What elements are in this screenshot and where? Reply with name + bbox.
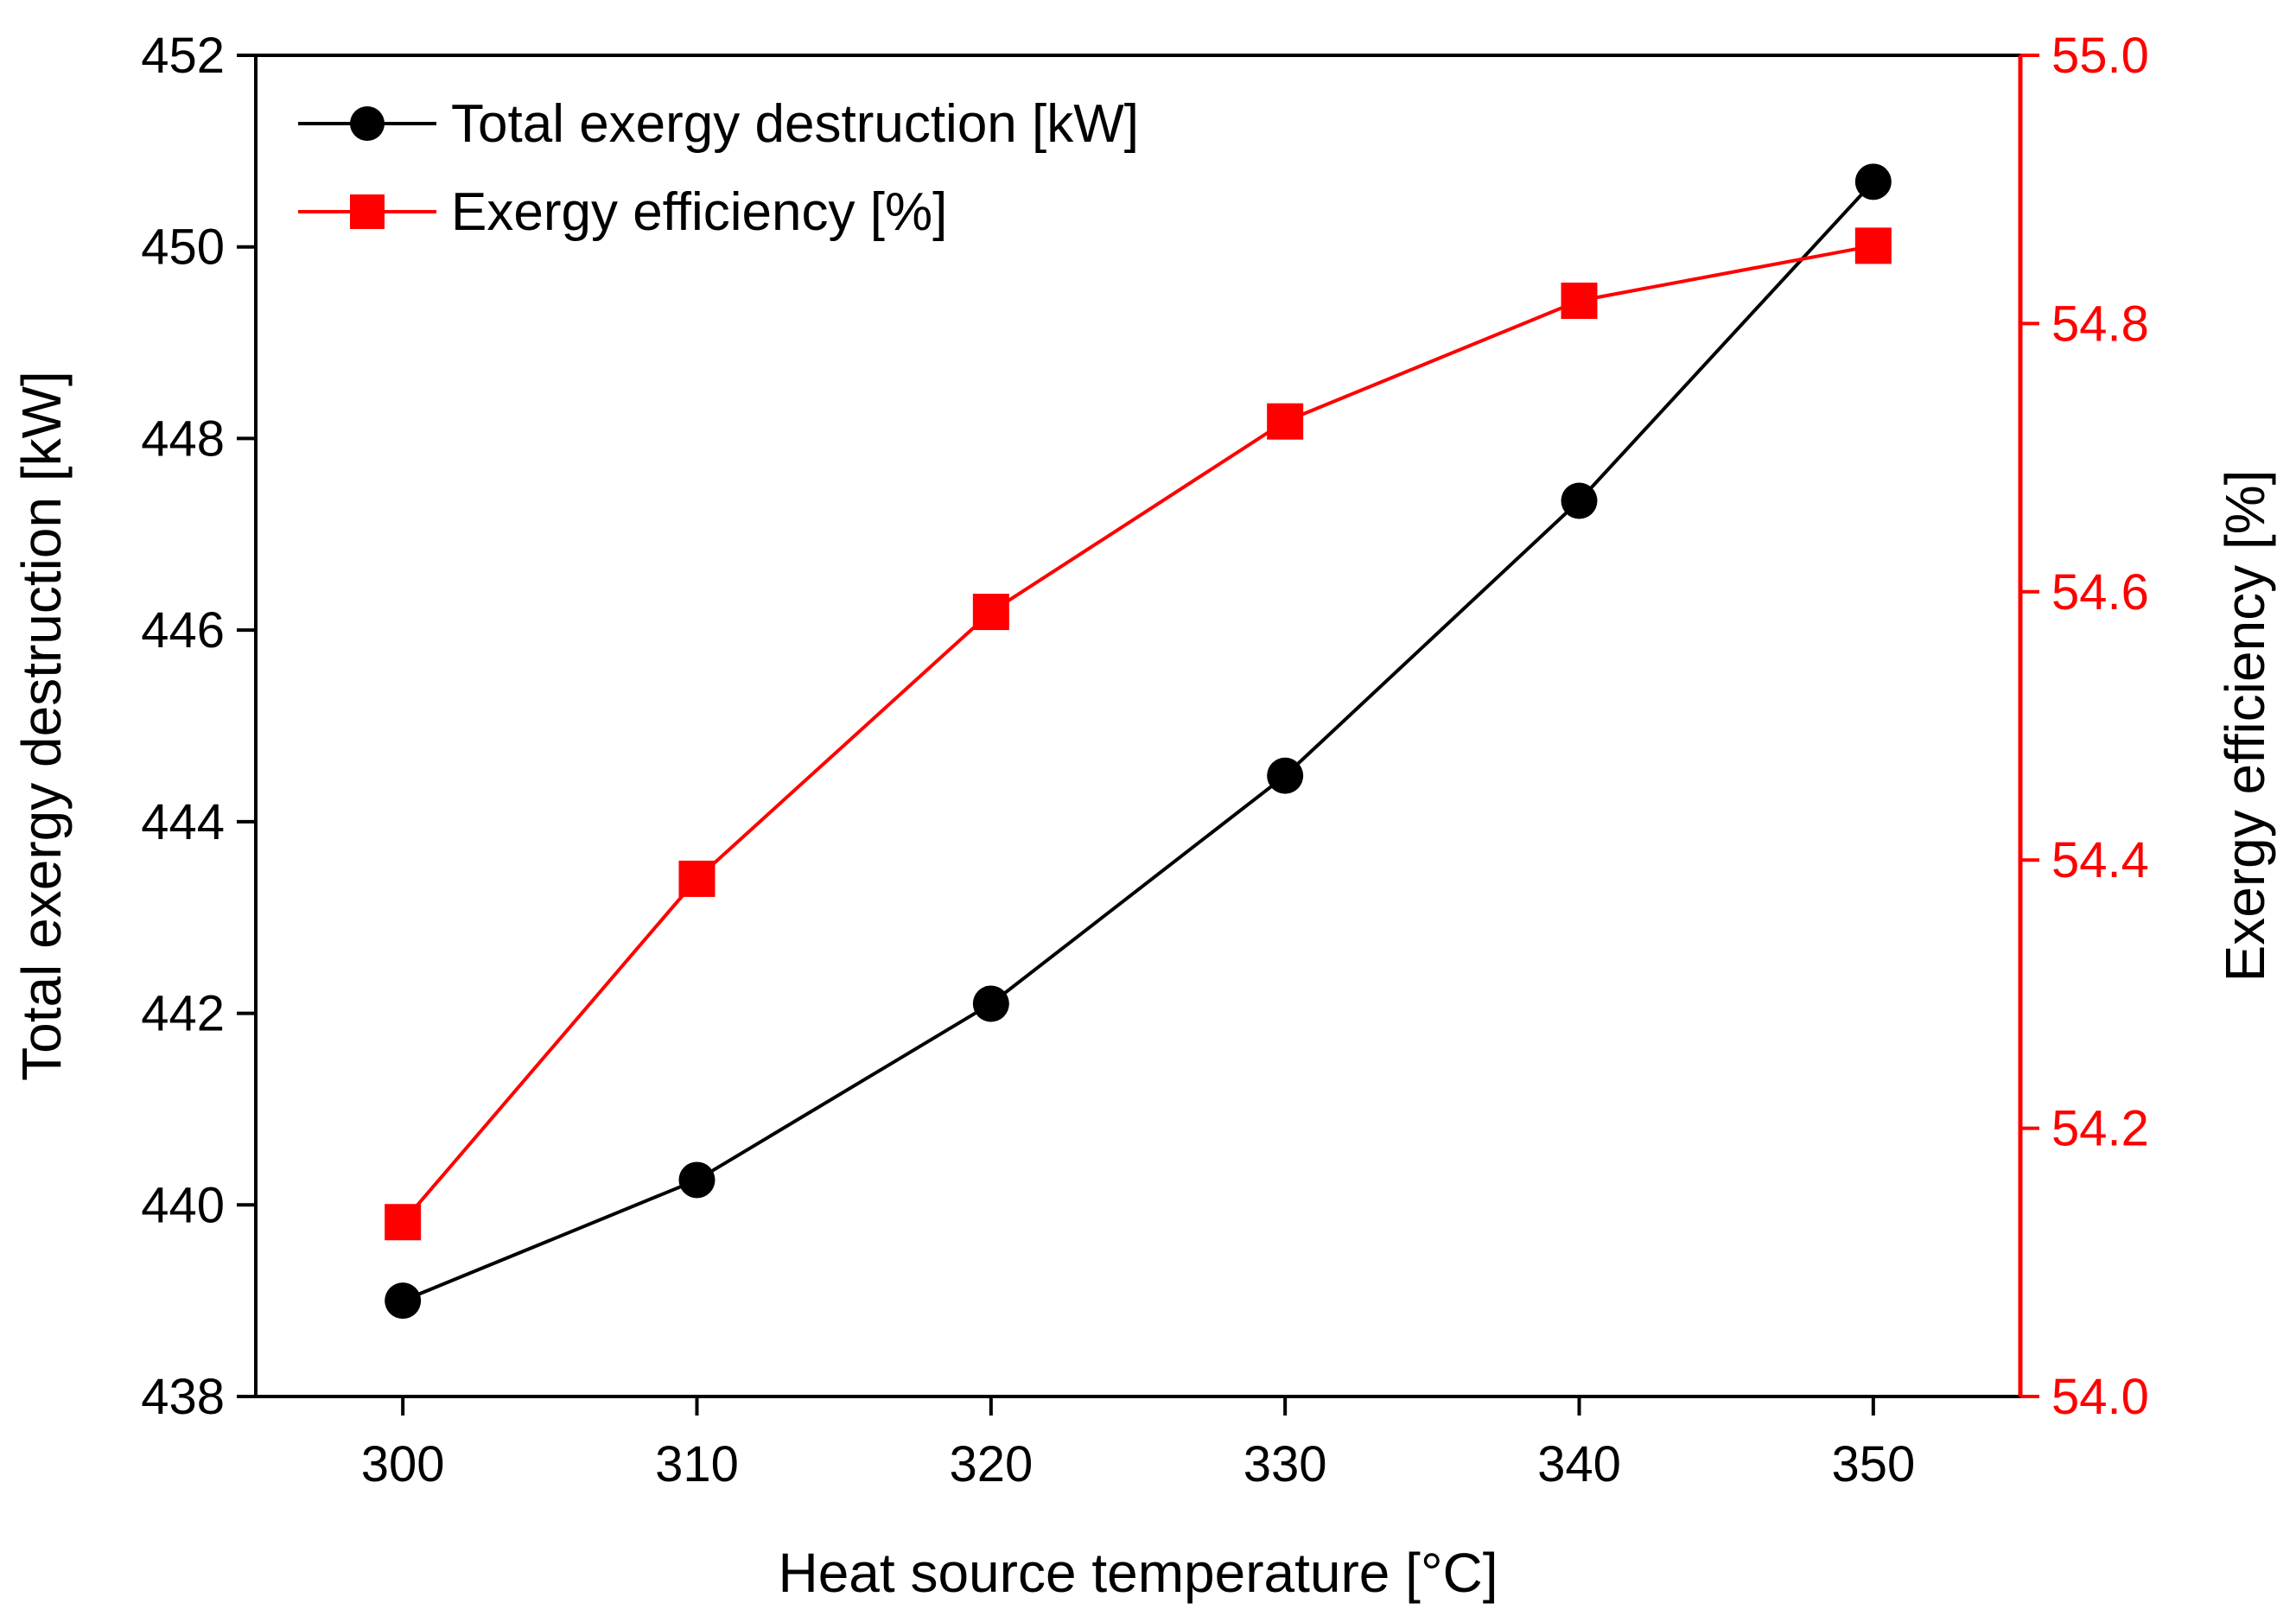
legend-entry-exergy-destruction: Total exergy destruction [kW] bbox=[298, 94, 1139, 154]
data-point-exergy-destruction bbox=[1561, 482, 1598, 519]
data-point-exergy-destruction bbox=[972, 985, 1009, 1022]
x-tick-label: 300 bbox=[361, 1436, 445, 1492]
data-point-exergy-efficiency bbox=[1267, 403, 1304, 440]
data-point-exergy-destruction bbox=[1854, 163, 1892, 200]
left-y-tick-label: 446 bbox=[141, 602, 225, 658]
left-y-axis-title: Total exergy destruction [kW] bbox=[10, 371, 73, 1081]
data-point-exergy-efficiency bbox=[1854, 227, 1892, 264]
right-y-tick-label: 54.4 bbox=[2051, 832, 2149, 888]
data-point-exergy-destruction bbox=[1267, 757, 1304, 794]
x-axis-ticks: 300 310 320 330 340 350 bbox=[361, 1397, 1915, 1492]
data-point-exergy-efficiency bbox=[972, 594, 1009, 631]
legend: Total exergy destruction [kW] Exergy eff… bbox=[298, 94, 1139, 242]
data-point-exergy-destruction bbox=[678, 1161, 716, 1199]
data-point-exergy-destruction bbox=[385, 1282, 422, 1320]
left-y-axis-ticks: 438 440 442 444 446 448 450 452 bbox=[141, 28, 256, 1425]
right-y-axis-ticks: 54.0 54.2 54.4 54.6 54.8 55.0 bbox=[2020, 28, 2149, 1425]
x-tick-label: 320 bbox=[949, 1436, 1033, 1492]
x-tick-label: 340 bbox=[1537, 1436, 1621, 1492]
legend-label-exergy-efficiency: Exergy efficiency [%] bbox=[451, 182, 947, 242]
data-point-exergy-efficiency bbox=[1561, 283, 1598, 320]
series-layer bbox=[385, 163, 1892, 1320]
right-y-tick-label: 54.8 bbox=[2051, 296, 2149, 352]
legend-square-marker bbox=[350, 194, 385, 229]
legend-entry-exergy-efficiency: Exergy efficiency [%] bbox=[298, 182, 947, 242]
left-y-tick-label: 448 bbox=[141, 410, 225, 467]
x-tick-label: 350 bbox=[1831, 1436, 1915, 1492]
x-tick-label: 330 bbox=[1243, 1436, 1327, 1492]
legend-circle-marker bbox=[350, 106, 385, 141]
x-tick-label: 310 bbox=[655, 1436, 739, 1492]
right-y-tick-label: 54.2 bbox=[2051, 1101, 2149, 1157]
data-point-exergy-efficiency bbox=[678, 860, 716, 897]
left-y-tick-label: 444 bbox=[141, 794, 225, 850]
left-y-tick-label: 440 bbox=[141, 1177, 225, 1233]
right-y-tick-label: 55.0 bbox=[2051, 28, 2149, 84]
data-point-exergy-efficiency bbox=[385, 1204, 422, 1241]
right-y-axis-title: Exergy efficiency [%] bbox=[2214, 470, 2276, 983]
left-y-tick-label: 438 bbox=[141, 1369, 225, 1425]
left-y-tick-label: 442 bbox=[141, 986, 225, 1042]
left-y-tick-label: 452 bbox=[141, 28, 225, 84]
left-y-tick-label: 450 bbox=[141, 219, 225, 276]
right-y-tick-label: 54.0 bbox=[2051, 1369, 2149, 1425]
series-line-exergy-efficiency bbox=[401, 244, 1874, 1224]
x-axis-title: Heat source temperature [°C] bbox=[778, 1542, 1498, 1604]
right-y-tick-label: 54.6 bbox=[2051, 564, 2149, 620]
legend-label-exergy-destruction: Total exergy destruction [kW] bbox=[451, 94, 1139, 154]
series-line-exergy-destruction bbox=[402, 180, 1875, 1302]
